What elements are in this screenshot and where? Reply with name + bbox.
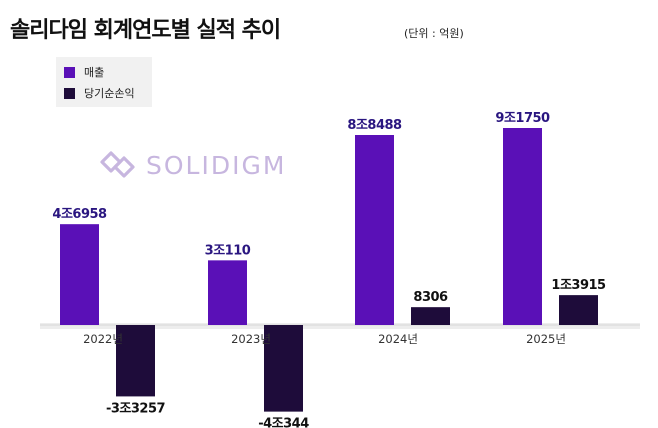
legend: 매출 당기순손익: [56, 57, 152, 107]
x-tick-label-4: 2025년: [526, 332, 566, 346]
net-income-bar-1: [116, 325, 155, 397]
revenue-value-label-4: 9조1750: [495, 111, 550, 126]
legend-label-revenue: 매출: [84, 66, 105, 79]
x-tick-label-3: 2024년: [378, 332, 418, 346]
solidigm-logo: SOLIDIGM: [100, 151, 286, 180]
logo-mark-icon: [100, 151, 135, 178]
legend-swatch-net-income: [64, 87, 75, 99]
net-income-value-label-3: 8306: [413, 290, 448, 305]
revenue-bar-2: [208, 260, 247, 325]
revenue-value-label-3: 8조8488: [347, 118, 402, 133]
net-income-value-label-4: 1조3915: [551, 278, 606, 293]
baseline-shadow: [40, 323, 640, 329]
legend-item-revenue: 매출: [64, 64, 104, 80]
revenue-bar-4: [503, 128, 542, 325]
net-income-bar-4: [559, 295, 598, 325]
x-tick-label-1: 2022년: [83, 332, 123, 346]
net-income-value-label-2: -4조344: [258, 417, 309, 428]
revenue-value-label-1: 4조6958: [52, 207, 107, 222]
legend-swatch-revenue: [64, 66, 75, 78]
logo-wordmark: SOLIDIGM: [146, 151, 286, 180]
net-income-bar-3: [411, 307, 450, 325]
net-income-value-label-1: -3조3257: [106, 401, 166, 416]
revenue-value-label-2: 3조110: [205, 243, 251, 258]
net-income-bar-2: [264, 325, 303, 412]
chart-title: 솔리다임 회계연도별 실적 추이: [10, 18, 281, 43]
revenue-bar-1: [60, 224, 99, 325]
revenue-bar-3: [355, 135, 394, 325]
unit-label: (단위 : 억원): [404, 27, 464, 40]
legend-label-net-income: 당기순손익: [84, 87, 135, 100]
x-tick-label-2: 2023년: [231, 332, 271, 346]
legend-item-net-income: 당기순손익: [64, 85, 135, 101]
